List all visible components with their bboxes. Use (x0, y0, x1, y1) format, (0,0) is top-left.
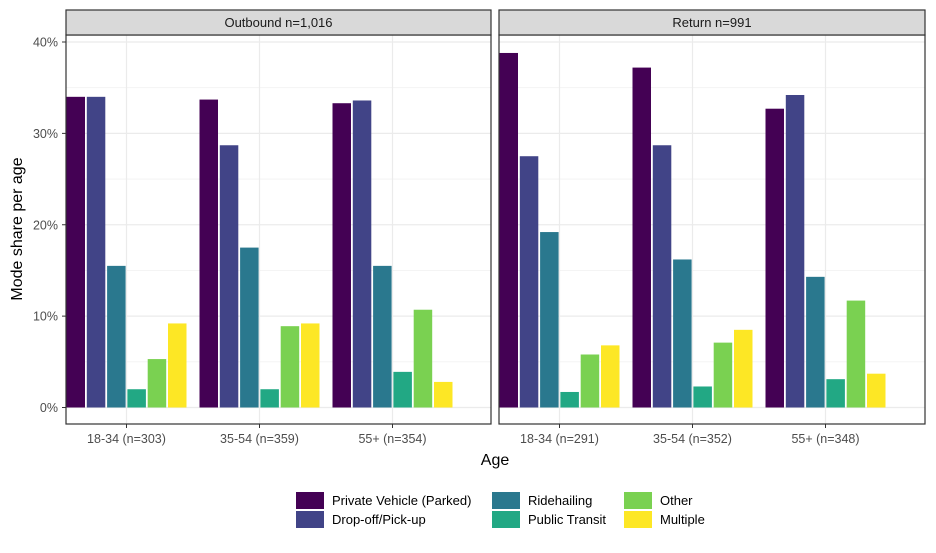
x-tick-label: 35-54 (n=359) (220, 432, 299, 446)
y-tick-label: 30% (33, 127, 58, 141)
bar (632, 67, 651, 408)
y-tick-label: 20% (33, 218, 58, 232)
bar (219, 145, 239, 408)
x-tick-label: 55+ (n=348) (791, 432, 859, 446)
bar (734, 329, 753, 408)
y-tick-label: 10% (33, 310, 58, 324)
bar (260, 389, 279, 408)
bar (519, 156, 539, 408)
y-tick-label: 0% (40, 401, 58, 415)
bar (280, 326, 300, 408)
bar (301, 323, 320, 408)
legend-label: Public Transit (528, 512, 606, 527)
x-tick-label: 35-54 (n=352) (653, 432, 732, 446)
bar (199, 99, 218, 408)
legend-label: Ridehailing (528, 493, 592, 508)
bar (107, 265, 126, 408)
legend-label: Multiple (660, 512, 705, 527)
facet-title: Outbound n=1,016 (224, 15, 332, 30)
bar (352, 100, 372, 408)
y-tick-label: 40% (33, 36, 58, 50)
bar (785, 94, 805, 408)
bar (560, 391, 579, 408)
x-tick-label: 18-34 (n=303) (87, 432, 166, 446)
bar (540, 232, 559, 408)
bar (240, 247, 259, 408)
bar (765, 108, 784, 408)
bar (127, 389, 146, 408)
legend-key (624, 492, 652, 509)
bar (66, 96, 85, 408)
bar (713, 342, 733, 408)
legend-key (492, 511, 520, 528)
bar (693, 386, 712, 408)
bar (673, 259, 692, 408)
legend-label: Private Vehicle (Parked) (332, 493, 471, 508)
bar (373, 265, 392, 408)
facet-strip (65, 9, 492, 36)
legend-label: Drop-off/Pick-up (332, 512, 426, 527)
bar (499, 52, 518, 408)
legend-label: Other (660, 493, 693, 508)
legend-key (624, 511, 652, 528)
bar (806, 276, 825, 408)
y-axis-title: Mode share per age (9, 157, 26, 300)
x-tick-label: 55+ (n=354) (358, 432, 426, 446)
bar (393, 371, 412, 408)
bar (846, 300, 866, 408)
bar (332, 103, 351, 408)
bar (413, 309, 433, 408)
legend-key (492, 492, 520, 509)
bar (168, 323, 187, 408)
bar (86, 96, 106, 408)
x-tick-label: 18-34 (n=291) (520, 432, 599, 446)
bar (434, 381, 453, 408)
facet-strip (498, 9, 926, 36)
bar (580, 354, 600, 408)
bar (147, 359, 167, 408)
bar (826, 379, 845, 408)
bar (601, 345, 620, 408)
facet-title: Return n=991 (672, 15, 751, 30)
legend-key (296, 511, 324, 528)
bar (652, 145, 672, 408)
legend-key (296, 492, 324, 509)
x-axis-title: Age (481, 452, 510, 469)
bar (867, 373, 886, 408)
